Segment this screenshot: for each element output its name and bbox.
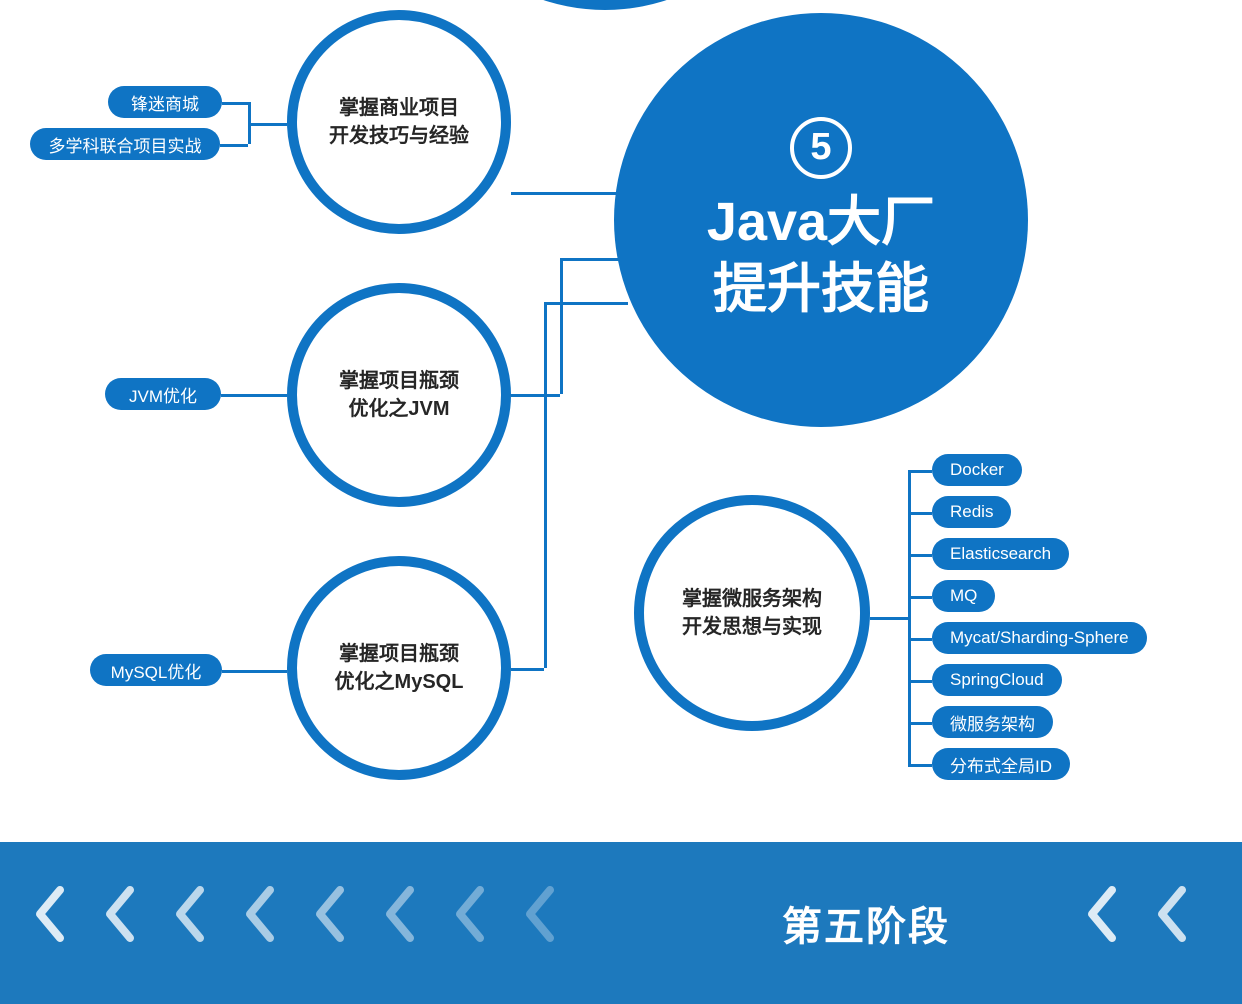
connector-seg — [511, 192, 618, 195]
skill-line1: 掌握微服务架构 — [682, 585, 822, 613]
tag-fengmi: 锋迷商城 — [108, 86, 222, 118]
banner-title: 第五阶段 — [782, 894, 950, 952]
diagram-canvas: 5 Java大厂 提升技能 掌握商业项目开发技巧与经验掌握项目瓶颈优化之JVM掌… — [0, 0, 1242, 1004]
connector-seg — [222, 670, 287, 673]
skill-circle-commercial: 掌握商业项目开发技巧与经验 — [287, 10, 511, 234]
hub-stage-5: 5 Java大厂 提升技能 — [614, 13, 1028, 427]
hub-title: Java大厂 提升技能 — [707, 189, 935, 324]
prev-hub-arc — [410, 0, 800, 10]
connector-seg — [908, 722, 932, 725]
connector-seg — [908, 764, 932, 767]
skill-line1: 掌握项目瓶颈 — [335, 640, 464, 668]
stage-banner: 第五阶段 — [0, 842, 1242, 1004]
connector-seg — [908, 470, 932, 473]
skill-line1: 掌握项目瓶颈 — [339, 367, 459, 395]
tag-docker: Docker — [932, 454, 1022, 486]
tag-mysqlopt: MySQL优化 — [90, 654, 222, 686]
chevron-left-icon — [522, 886, 558, 942]
tag-multisub: 多学科联合项目实战 — [30, 128, 220, 160]
connector-seg — [560, 258, 620, 261]
connector-seg — [248, 123, 287, 126]
chevron-left-icon — [382, 886, 418, 942]
skill-circle-mysql: 掌握项目瓶颈优化之MySQL — [287, 556, 511, 780]
connector-seg — [544, 302, 628, 305]
connector-seg — [908, 596, 932, 599]
connector-seg — [908, 638, 932, 641]
chevron-left-icon — [1084, 886, 1120, 942]
chevron-left-icon — [242, 886, 278, 942]
hub-title-line1: Java大厂 — [707, 189, 935, 257]
skill-line2: 开发思想与实现 — [682, 613, 822, 641]
chevron-left-icon — [312, 886, 348, 942]
chevron-left-icon — [172, 886, 208, 942]
connector-seg — [221, 394, 287, 397]
chevron-left-icon — [32, 886, 68, 942]
connector-seg — [544, 302, 547, 668]
chevron-left-icon — [452, 886, 488, 942]
hub-title-line2: 提升技能 — [707, 256, 935, 324]
hub-number: 5 — [810, 126, 831, 169]
connector-seg — [908, 680, 932, 683]
skill-line1: 掌握商业项目 — [329, 94, 469, 122]
connector-seg — [511, 668, 544, 671]
connector-seg — [220, 144, 248, 147]
chevron-left-icon — [102, 886, 138, 942]
connector-seg — [560, 258, 563, 394]
connector-seg — [511, 394, 560, 397]
tag-es: Elasticsearch — [932, 538, 1069, 570]
skill-line2: 优化之MySQL — [335, 668, 464, 696]
skill-line2: 开发技巧与经验 — [329, 122, 469, 150]
hub-number-badge: 5 — [790, 117, 852, 179]
tag-redis: Redis — [932, 496, 1011, 528]
skill-circle-jvm: 掌握项目瓶颈优化之JVM — [287, 283, 511, 507]
tag-mycat: Mycat/Sharding-Sphere — [932, 622, 1147, 654]
connector-seg — [222, 102, 248, 105]
connector-seg — [908, 554, 932, 557]
tag-jvmopt: JVM优化 — [105, 378, 221, 410]
skill-circle-microservice: 掌握微服务架构开发思想与实现 — [634, 495, 870, 731]
tag-msarch: 微服务架构 — [932, 706, 1053, 738]
chevron-left-icon — [1154, 886, 1190, 942]
connector-seg — [908, 512, 932, 515]
skill-line2: 优化之JVM — [339, 395, 459, 423]
tag-distid: 分布式全局ID — [932, 748, 1070, 780]
tag-mq: MQ — [932, 580, 995, 612]
tag-sc: SpringCloud — [932, 664, 1062, 696]
connector-seg — [870, 617, 908, 620]
